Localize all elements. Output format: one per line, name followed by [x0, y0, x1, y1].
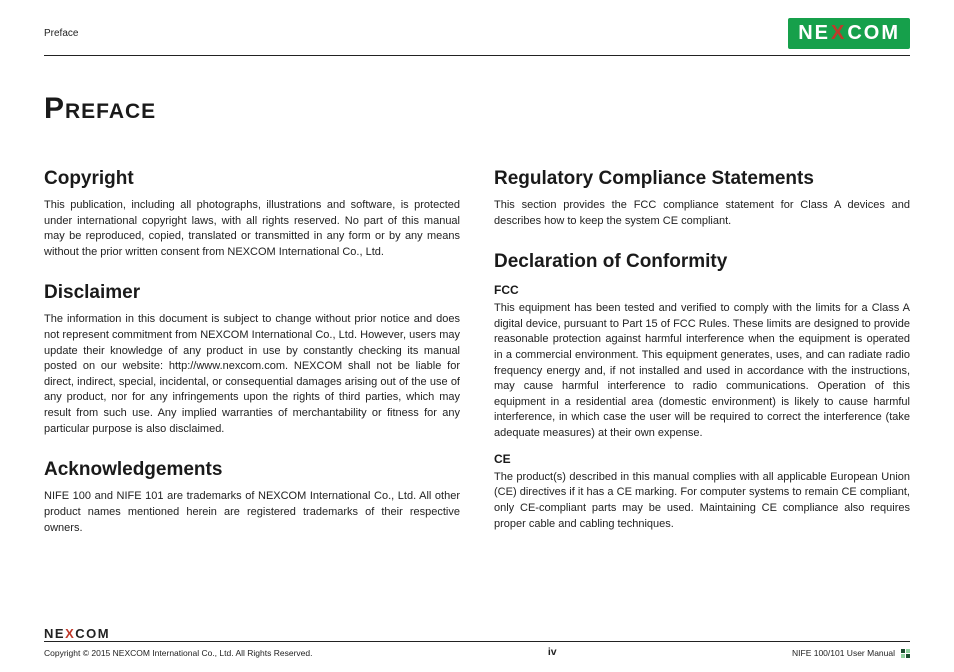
- left-column: Copyright This publication, including al…: [44, 168, 460, 536]
- copyright-heading: Copyright: [44, 168, 460, 190]
- regulatory-heading: Regulatory Compliance Statements: [494, 168, 910, 190]
- brand-text-before: NE: [798, 22, 830, 45]
- declaration-heading: Declaration of Conformity: [494, 251, 910, 273]
- footer: NEXCOM Copyright © 2015 NEXCOM Internati…: [44, 626, 910, 658]
- ce-body: The product(s) described in this manual …: [494, 470, 910, 532]
- footer-brand-logo: NEXCOM: [44, 626, 110, 641]
- regulatory-body: This section provides the FCC compliance…: [494, 198, 910, 229]
- footer-rule: [44, 641, 910, 642]
- fcc-body: This equipment has been tested and verif…: [494, 301, 910, 441]
- right-column: Regulatory Compliance Statements This se…: [494, 168, 910, 536]
- page-number: iv: [548, 646, 557, 658]
- brand-logo: NEXCOM: [788, 18, 910, 49]
- footer-brand-after: COM: [75, 626, 110, 641]
- content-columns: Copyright This publication, including al…: [44, 168, 910, 536]
- page-title: Preface: [44, 92, 910, 126]
- squares-icon: [901, 649, 910, 658]
- section-label: Preface: [44, 28, 78, 39]
- acknowledgements-heading: Acknowledgements: [44, 459, 460, 481]
- footer-right: NIFE 100/101 User Manual: [792, 648, 910, 658]
- footer-copyright: Copyright © 2015 NEXCOM International Co…: [44, 648, 312, 658]
- header-rule: [44, 55, 910, 56]
- brand-text-x: X: [830, 22, 847, 45]
- acknowledgements-body: NIFE 100 and NIFE 101 are trademarks of …: [44, 489, 460, 536]
- footer-row: Copyright © 2015 NEXCOM International Co…: [44, 646, 910, 658]
- footer-brand-before: NE: [44, 626, 65, 641]
- fcc-label: FCC: [494, 283, 910, 297]
- brand-text-after: COM: [847, 22, 900, 45]
- footer-brand-x: X: [65, 626, 75, 641]
- copyright-body: This publication, including all photogra…: [44, 198, 460, 260]
- disclaimer-heading: Disclaimer: [44, 282, 460, 304]
- footer-manual-name: NIFE 100/101 User Manual: [792, 648, 895, 658]
- ce-label: CE: [494, 452, 910, 466]
- header-bar: Preface NEXCOM: [44, 18, 910, 49]
- disclaimer-body: The information in this document is subj…: [44, 312, 460, 437]
